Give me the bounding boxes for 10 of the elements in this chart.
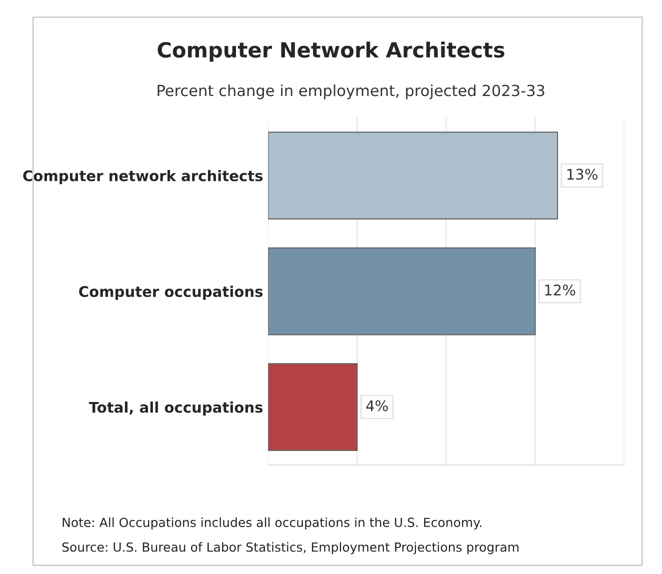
data-label: 4% (366, 400, 388, 412)
chart-title: Computer Network Architects (158, 42, 504, 62)
chart-subtitle: Percent change in employment, projected 2023-33 (158, 84, 544, 100)
source-note: Source: U.S. Bureau of Labor Statistics, Employment Projections program (62, 542, 518, 554)
data-label: 13% (567, 168, 598, 180)
y-tick-label: Computer network architects (23, 170, 263, 184)
text: Note: All Occupations includes all occupations in the U.S. Economy. (62, 517, 482, 530)
y-tick-label: Total, all occupations (88, 402, 263, 416)
y-tick-label: Computer occupations (79, 286, 263, 300)
data-label: 12% (545, 284, 576, 296)
